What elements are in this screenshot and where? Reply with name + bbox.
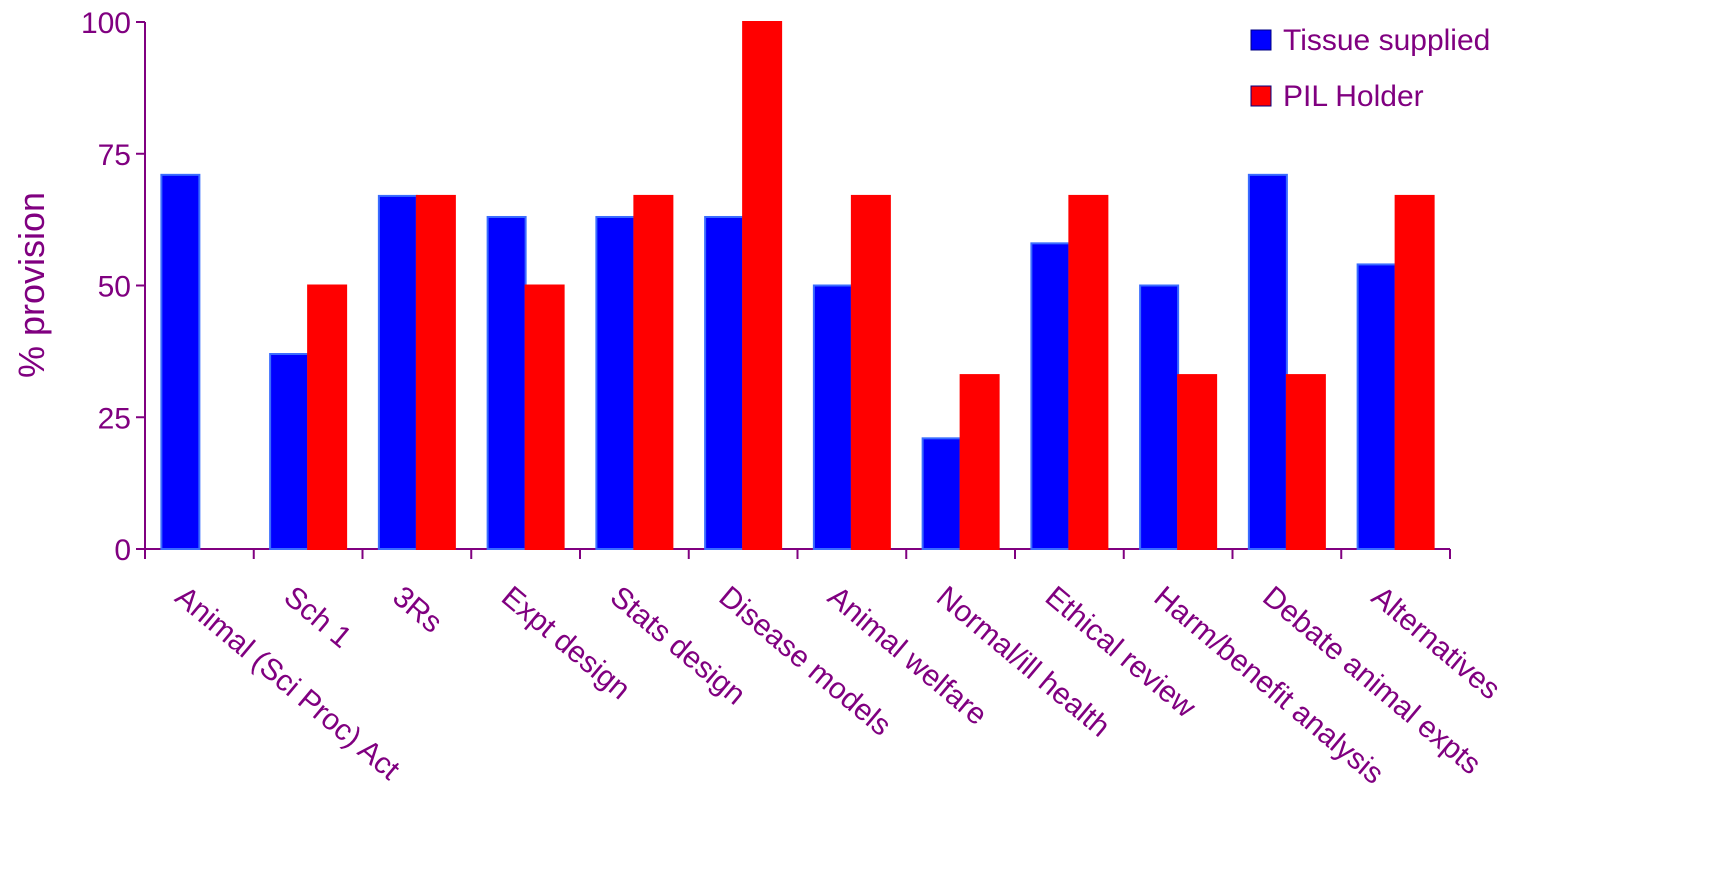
bar — [307, 284, 348, 550]
bar — [921, 437, 962, 550]
bar — [812, 284, 853, 550]
y-tick-label: 0 — [114, 534, 131, 567]
y-tick-label: 50 — [98, 271, 131, 304]
legend-swatch — [1250, 85, 1272, 107]
bar — [1394, 194, 1435, 550]
bar — [269, 353, 310, 551]
bar — [1247, 173, 1288, 551]
bar — [850, 194, 891, 550]
bar — [1068, 194, 1109, 550]
y-tick-label: 100 — [81, 7, 131, 40]
bar — [1139, 284, 1180, 550]
bar — [1030, 242, 1071, 550]
bar — [486, 215, 527, 551]
bar — [160, 173, 201, 551]
axes — [136, 21, 1451, 559]
y-tick-label: 75 — [98, 139, 131, 172]
bar — [633, 194, 674, 550]
legend: Tissue supplied PIL Holder — [1250, 24, 1490, 113]
bar — [742, 21, 783, 550]
bars — [160, 21, 1435, 551]
legend-swatch — [1250, 29, 1272, 51]
bar — [415, 194, 456, 550]
bar — [1285, 374, 1326, 550]
bar — [595, 215, 636, 551]
bar — [959, 374, 1000, 550]
x-tick-label: 3Rs — [386, 580, 448, 640]
y-tick-label: 25 — [98, 402, 131, 435]
y-axis-title: % provision — [11, 192, 52, 378]
bar — [1356, 263, 1397, 550]
x-tick-label: Sch 1 — [278, 580, 358, 655]
bar — [1177, 374, 1218, 550]
legend-label: PIL Holder — [1283, 80, 1424, 113]
bar — [524, 284, 565, 550]
bar — [704, 215, 745, 551]
legend-label: Tissue supplied — [1283, 24, 1490, 57]
bar — [377, 194, 418, 550]
